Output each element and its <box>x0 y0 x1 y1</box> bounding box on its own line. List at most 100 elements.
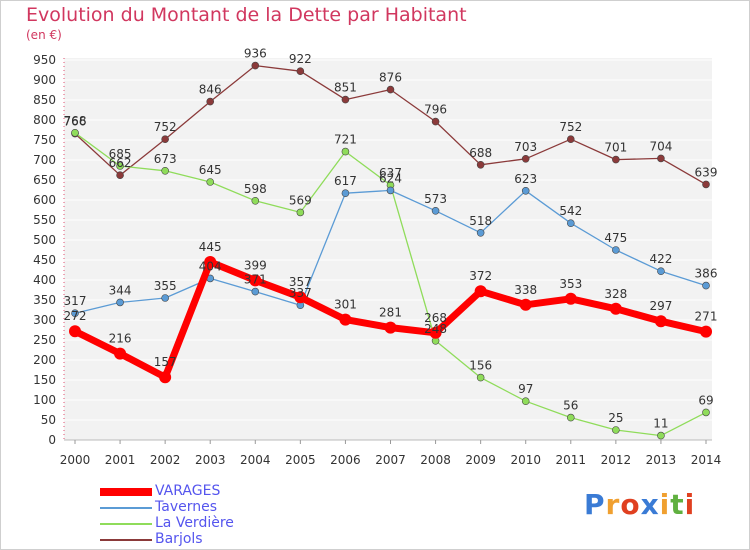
data-point <box>386 186 395 195</box>
y-tick-label: 950 <box>33 53 56 67</box>
data-point <box>657 267 665 276</box>
data-point <box>386 85 395 94</box>
y-tick-label: 700 <box>33 153 56 167</box>
x-tick-label: 2004 <box>240 453 271 467</box>
unit-label: (en €) <box>26 28 62 42</box>
data-point <box>702 408 710 417</box>
data-point <box>702 281 710 290</box>
data-label: 422 <box>649 252 672 266</box>
data-point <box>564 292 577 305</box>
data-point <box>249 274 262 287</box>
data-label: 637 <box>379 166 402 180</box>
data-label: 272 <box>64 309 87 323</box>
data-point <box>71 129 79 137</box>
data-point <box>476 161 485 169</box>
data-label: 542 <box>559 204 582 218</box>
x-tick-label: 2002 <box>150 453 181 467</box>
x-tick-label: 2001 <box>105 453 136 467</box>
data-point <box>339 313 352 326</box>
data-point <box>566 219 575 227</box>
y-tick-label: 50 <box>41 413 56 427</box>
x-tick-label: 2007 <box>375 453 406 467</box>
data-label: 518 <box>469 214 492 228</box>
data-label: 56 <box>563 399 578 413</box>
legend-label-varages: VARAGES <box>155 483 221 499</box>
data-point <box>116 171 124 179</box>
data-label: 688 <box>469 146 492 160</box>
data-label: 271 <box>695 310 718 324</box>
chart-title: Evolution du Montant de la Dette par Hab… <box>26 4 467 26</box>
data-label: 617 <box>334 174 357 188</box>
data-point <box>116 162 124 170</box>
data-label: 337 <box>289 286 312 300</box>
data-point <box>566 413 575 422</box>
data-point <box>114 347 127 360</box>
data-point <box>612 155 620 164</box>
y-tick-label: 250 <box>33 333 56 347</box>
data-label: 156 <box>469 359 492 373</box>
x-tick-label: 2014 <box>691 453 722 467</box>
data-label: 701 <box>604 141 627 155</box>
x-tick-label: 2008 <box>420 453 451 467</box>
data-label: 157 <box>154 355 177 369</box>
y-tick-label: 300 <box>33 313 56 327</box>
data-label: 573 <box>424 192 447 206</box>
data-label: 69 <box>698 393 713 407</box>
data-point <box>521 155 530 163</box>
data-point <box>519 298 532 311</box>
data-label: 721 <box>334 133 357 147</box>
data-label: 386 <box>695 267 718 281</box>
data-label: 475 <box>604 231 627 245</box>
x-tick-label: 2006 <box>330 453 361 467</box>
legend-swatch-barjols <box>100 539 152 541</box>
data-point <box>612 426 620 434</box>
data-label: 851 <box>334 81 357 95</box>
data-label: 338 <box>514 283 537 297</box>
data-label: 268 <box>424 311 447 325</box>
data-label: 399 <box>244 258 267 272</box>
data-label: 846 <box>199 83 222 97</box>
data-label: 317 <box>64 294 87 308</box>
data-point <box>161 294 169 302</box>
data-label: 97 <box>518 382 533 396</box>
legend-swatch-varages <box>100 488 152 496</box>
data-point <box>431 207 440 215</box>
data-point <box>341 147 350 156</box>
data-label: 445 <box>199 240 222 254</box>
plot-area <box>64 58 712 440</box>
data-point <box>657 154 665 163</box>
data-label: 328 <box>604 287 627 301</box>
legend-swatch-tavernes <box>100 507 152 509</box>
legend: VARAGES Tavernes La Verdière Barjols <box>100 483 400 548</box>
proxiti-logo: Proxiti <box>584 488 695 521</box>
logo-letter: P <box>584 488 606 521</box>
data-point <box>702 180 710 189</box>
data-label: 404 <box>199 259 222 273</box>
data-label: 624 <box>379 171 402 185</box>
legend-item-la-verdiere: La Verdière <box>100 515 400 532</box>
data-label: 372 <box>469 269 492 283</box>
data-label: 25 <box>608 411 623 425</box>
data-label: 357 <box>289 275 312 289</box>
data-point <box>161 167 169 175</box>
data-point <box>159 371 172 384</box>
data-point <box>474 285 487 298</box>
data-label: 623 <box>514 172 537 186</box>
x-tick-label: 2010 <box>510 453 541 467</box>
y-tick-label: 850 <box>33 93 56 107</box>
data-point <box>204 256 217 268</box>
data-label: 297 <box>649 299 672 313</box>
data-label: 344 <box>109 283 132 297</box>
data-label: 645 <box>199 163 222 177</box>
data-point <box>429 326 442 339</box>
data-label: 301 <box>334 298 357 312</box>
data-point <box>609 302 622 315</box>
y-tick-label: 100 <box>33 393 56 407</box>
logo-letter: i <box>684 488 696 521</box>
data-point <box>384 321 397 334</box>
x-tick-label: 2011 <box>556 453 587 467</box>
data-point <box>206 97 215 106</box>
y-tick-label: 550 <box>33 213 56 227</box>
data-point <box>657 431 665 440</box>
x-tick-label: 2005 <box>285 453 316 467</box>
